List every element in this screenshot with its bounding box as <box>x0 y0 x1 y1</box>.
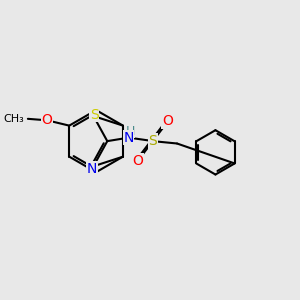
Text: O: O <box>162 114 173 128</box>
Text: N: N <box>87 162 97 176</box>
Text: H: H <box>125 124 135 138</box>
Text: S: S <box>148 134 157 148</box>
Text: O: O <box>133 154 143 168</box>
Text: O: O <box>42 113 52 127</box>
Text: CH₃: CH₃ <box>4 114 24 124</box>
Text: N: N <box>123 130 134 145</box>
Text: S: S <box>90 108 98 122</box>
